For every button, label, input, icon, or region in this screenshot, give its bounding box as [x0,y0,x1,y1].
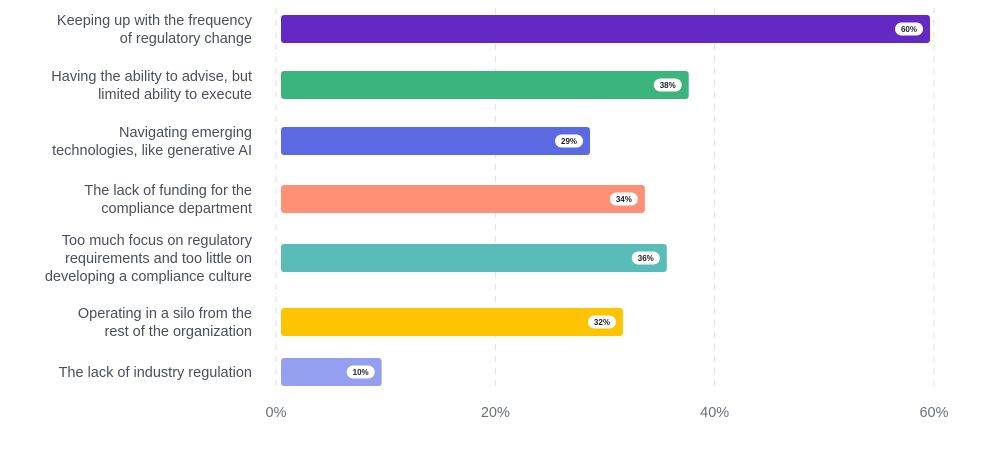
data-label: 29% [561,137,577,146]
category-label: The lack of funding for the compliance de… [84,183,252,217]
data-label: 10% [353,368,369,377]
category-label-line: developing a compliance culture [45,269,252,285]
bar [281,15,930,43]
data-label: 38% [660,81,676,90]
category-label-line: Keeping up with the frequency [57,13,253,29]
category-label: Keeping up with the frequency of regulato… [57,13,253,47]
value-label-pill [555,134,584,148]
data-label: 34% [616,195,632,204]
bar [281,127,591,155]
category-label-line: rest of the organization [104,324,252,340]
bar [281,244,667,272]
category-label: The lack of industry regulation [59,365,252,381]
data-label: 36% [638,254,654,263]
x-tick-label: 40% [700,405,729,421]
value-label-pill [895,22,923,36]
x-tick-label: 20% [481,405,510,421]
bar [281,185,645,213]
category-label: Having the ability to advise, but limited… [51,69,252,103]
category-label: Too much focus on regulatory requirements… [45,233,253,285]
x-axis-ticks: 0% 20% 40% 60% [266,405,949,421]
data-label: 32% [594,318,610,327]
category-label-line: of regulatory change [120,31,252,47]
category-label-line: compliance department [101,201,252,217]
value-label-pill [631,251,660,265]
category-label-line: technologies, like generative AI [52,143,252,159]
value-label-pill [587,315,616,329]
category-label-line: Having the ability to advise, but [51,69,252,85]
category-label-line: The lack of funding for the [84,183,252,199]
category-label-line: Too much focus on regulatory [62,233,253,249]
category-label-line: The lack of industry regulation [59,365,252,381]
category-label: Navigating emerging technologies, like ge… [52,125,252,159]
x-tick-label: 0% [266,405,287,421]
value-label-pill [653,78,682,92]
bar [281,308,623,336]
x-tick-label: 60% [919,405,948,421]
value-label-pill [609,192,638,206]
bar [281,71,689,99]
category-label: Operating in a silo from the rest of the … [78,306,252,340]
category-label-line: Operating in a silo from the [78,306,252,322]
bars: 60% 38% 29% 34% 36% 32% 10% [281,15,930,386]
bar [281,358,382,386]
data-label: 60% [901,25,917,34]
category-labels: Keeping up with the frequency of regulato… [45,13,253,381]
value-label-pill [346,365,375,379]
category-label-line: Navigating emerging [119,125,252,141]
category-label-line: limited ability to execute [98,87,252,103]
category-label-line: requirements and too little on [65,251,252,267]
